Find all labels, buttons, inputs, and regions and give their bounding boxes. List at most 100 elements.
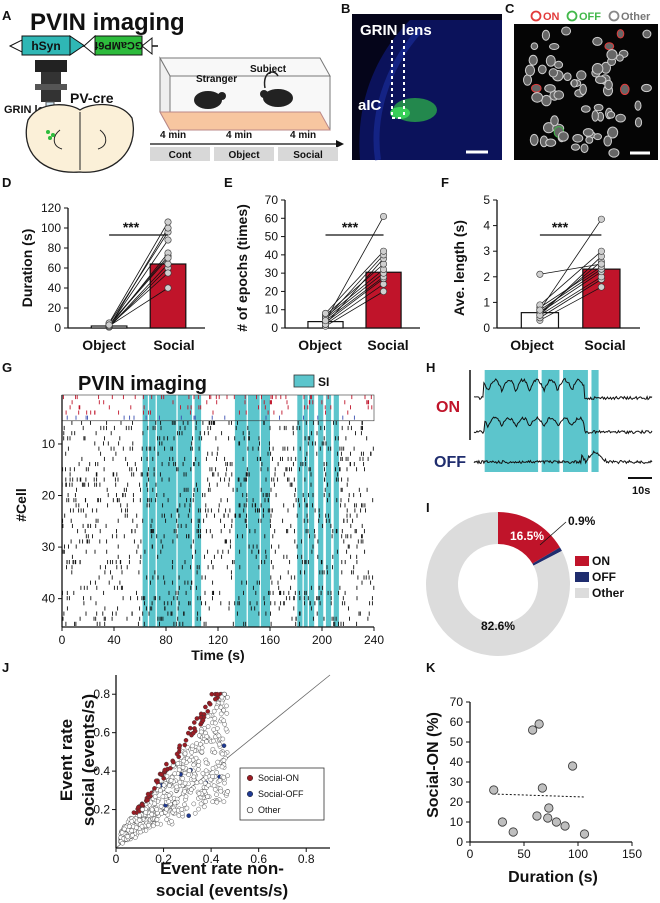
panel-h: H ON OFF 10s: [426, 360, 653, 497]
xcat-f-social: Social: [584, 337, 625, 353]
cell-roi: [608, 148, 620, 158]
point-other: [179, 811, 185, 816]
point-other: [125, 834, 130, 839]
point-social-on: [164, 761, 169, 767]
si-legend-swatch: [293, 374, 315, 388]
cell-roi: [642, 29, 652, 39]
point-other: [183, 794, 189, 800]
subject-label: Subject: [250, 64, 287, 75]
point-social-on: [145, 797, 150, 803]
point-other: [215, 759, 220, 765]
cell-roi: [620, 83, 630, 96]
point-other: [205, 724, 211, 729]
y-tick-label: 50: [450, 735, 464, 749]
paired-line: [108, 263, 169, 328]
data-point: [489, 785, 499, 795]
panel-a: A PVIN imaging hSyn GCaMP6f PV-cre GRIN …: [2, 8, 344, 173]
point-social: [597, 283, 605, 291]
scatter-j-ylabel-2: social (events/s): [79, 694, 98, 826]
scatter-duration: 0 50 100 150 0 10 20 30 40 50 60 70: [450, 695, 643, 861]
cell-roi: [529, 133, 539, 146]
si-epoch: [234, 395, 247, 627]
xcat-f-object: Object: [510, 337, 554, 353]
panel-k: K 0 50 100 150 0 10 20 30 40 50 60 70 Social-ON (%)…: [425, 660, 642, 886]
x-tick-label: 240: [364, 633, 384, 647]
cell-roi: [570, 79, 578, 88]
paired-line: [325, 216, 384, 321]
point-social-on: [145, 791, 151, 797]
point-other: [196, 791, 202, 796]
cell-roi: [558, 131, 569, 142]
point-object: [536, 306, 544, 314]
point-other: [167, 783, 172, 788]
y-tick-label: 80: [48, 241, 62, 255]
point-other: [194, 741, 199, 746]
raster-xlabel: Time (s): [191, 647, 244, 663]
panel-letter-b: B: [341, 1, 350, 16]
point-social: [380, 287, 388, 295]
point-social-on: [177, 743, 182, 749]
cell-roi: [604, 79, 613, 91]
paired-line: [539, 263, 602, 275]
paired-line: [325, 263, 384, 316]
cell-roi: [580, 105, 591, 113]
si-epoch: [309, 395, 315, 627]
y-tick-label: 40: [265, 248, 279, 262]
y-tick-label: 100: [41, 221, 61, 235]
point-other: [175, 761, 181, 766]
si-epoch: [297, 395, 303, 627]
point-other: [198, 779, 204, 785]
cell-roi: [530, 42, 539, 51]
point-other: [120, 840, 125, 846]
data-point: [579, 829, 590, 839]
slice-label-other: 82.6%: [481, 619, 515, 633]
xcat-d-object: Object: [82, 337, 126, 353]
point-other: [221, 707, 226, 713]
x-tick-label: 150: [622, 847, 642, 861]
cell-roi: [585, 136, 594, 144]
y-tick-label: 60: [265, 211, 279, 225]
point-social-on: [174, 751, 180, 757]
xcat-d-social: Social: [153, 337, 194, 353]
stranger-label: Stranger: [196, 74, 237, 85]
panel-d: D 0 20 40 60 80 100 120 Duration (s) Object So…: [2, 175, 205, 353]
si-legend-label: SI: [318, 375, 329, 389]
y-tick-label: 40: [450, 755, 464, 769]
data-point: [528, 725, 538, 735]
point-other: [223, 726, 229, 732]
point-other: [172, 807, 177, 813]
si-epoch: [194, 395, 202, 627]
legend-other: Other: [621, 11, 651, 23]
panel-g: G 0 40 80 120 160 200 240 10 20 30 40 PVIN imaging…: [2, 360, 384, 663]
y-tick-label: 0.4: [93, 764, 110, 778]
y-tick-label: 0.2: [93, 803, 110, 817]
point-social-on: [159, 772, 164, 777]
point-social: [164, 224, 172, 232]
point-other: [180, 765, 186, 770]
y-tick-label: 30: [42, 540, 56, 554]
paired-line: [325, 254, 384, 320]
point-other: [198, 801, 204, 807]
cell-roi: [593, 103, 604, 112]
point-other: [187, 757, 192, 763]
point-other: [130, 833, 135, 838]
si-epoch: [591, 370, 599, 472]
point-other: [202, 780, 208, 786]
donut-leader: [539, 521, 567, 546]
paired-line: [539, 261, 602, 313]
point-social-on: [212, 696, 218, 702]
phase-cont: Cont: [169, 150, 192, 161]
cell-roi: [554, 60, 564, 69]
point-other: [166, 793, 172, 798]
cell-roi: [615, 113, 626, 123]
paired-line: [108, 272, 169, 327]
calcium-traces: [469, 370, 653, 472]
y-tick-label: 3: [483, 244, 490, 258]
paired-line: [325, 283, 384, 325]
data-point: [532, 811, 542, 821]
point-other: [198, 729, 204, 735]
panel-letter-f: F: [441, 175, 449, 190]
cell-map: [523, 26, 652, 158]
point-social-on: [209, 691, 215, 697]
trace-line: [473, 450, 653, 465]
